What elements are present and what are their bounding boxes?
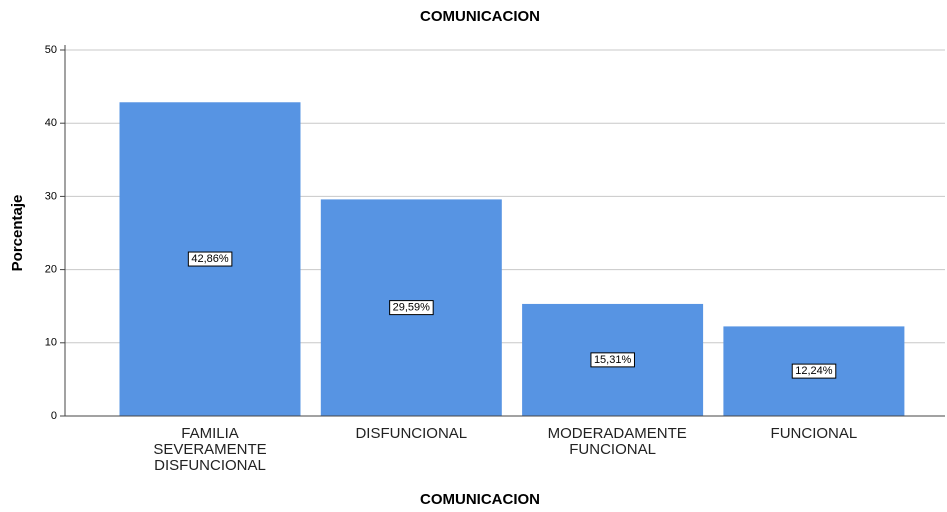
data-label-box [389,300,434,316]
x-tick-label: FAMILIA SEVERAMENTE DISFUNCIONAL [153,425,267,474]
data-label: 42,86% [191,253,229,265]
x-tick-label: MODERADAMENTE FUNCIONAL [547,425,687,458]
data-label: 15,31% [594,354,632,366]
y-tick-label: 20 [45,264,57,276]
data-label: 29,59% [393,302,431,314]
y-tick-label: 30 [45,190,57,202]
y-axis-title: Porcentaje [9,195,26,272]
data-label: 12,24% [795,365,833,377]
x-tick-label: FUNCIONAL [770,425,858,442]
chart-title: COMUNICACION [420,8,540,25]
x-axis-title: COMUNICACION [420,491,540,508]
y-tick-label: 0 [51,410,57,422]
y-tick-label: 40 [45,117,57,129]
data-label-box [590,352,635,368]
data-label-box [791,363,837,379]
y-tick-label: 50 [45,44,57,56]
x-tick-label: DISFUNCIONAL [355,425,468,442]
data-label-box [187,251,233,267]
y-tick-label: 10 [45,337,57,349]
